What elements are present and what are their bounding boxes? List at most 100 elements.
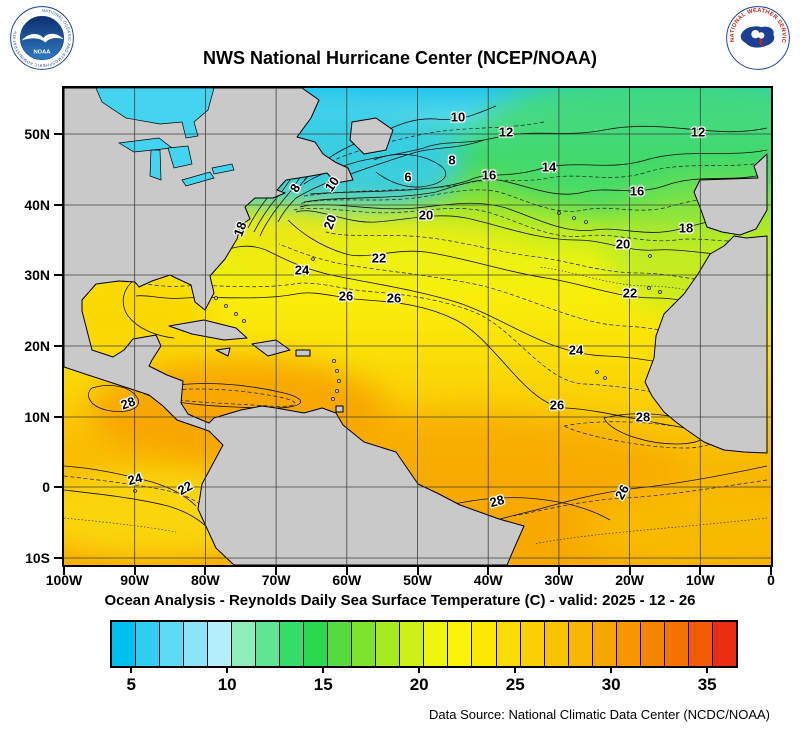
colorbar-segment: [472, 622, 497, 666]
x-axis-label: 40W: [473, 572, 503, 588]
x-axis-label: 70W: [261, 572, 291, 588]
land-masses: [64, 88, 768, 565]
colorbar-segment: [184, 622, 209, 666]
lake-ontario: [211, 163, 235, 175]
contour-label: 20: [615, 236, 631, 252]
y-axis-label: 30N: [24, 266, 50, 283]
colorbar-segment: [592, 622, 617, 666]
temperature-colorbar: [110, 620, 738, 668]
colorbar-segment: [328, 622, 353, 666]
lake-michigan: [149, 149, 162, 181]
lake-erie: [181, 171, 215, 187]
y-axis-label: 10S: [25, 549, 50, 566]
noaa-wordmark: NOAA: [34, 49, 51, 55]
contour-label: 10: [450, 109, 466, 125]
x-tick-mark: [557, 567, 560, 575]
colorbar-tick-label: 10: [217, 675, 237, 694]
y-tick-mark: [54, 556, 62, 559]
island-trinidad: [335, 405, 344, 413]
colorbar-tick-mark: [322, 666, 325, 673]
x-axis-label: 90W: [120, 572, 150, 588]
isotherms-solid: [64, 105, 768, 531]
y-axis-label: 50N: [24, 125, 50, 142]
colorbar-segment: [688, 622, 713, 666]
y-axis-label: 40N: [24, 197, 50, 213]
colorbar-segment: [544, 622, 569, 666]
colorbar-segment: [664, 622, 689, 666]
inland-waters: [95, 88, 235, 187]
island-puerto-rico: [295, 349, 311, 357]
y-axis-label: 0: [42, 479, 50, 495]
colorbar-segment: [112, 622, 137, 666]
x-tick-mark: [204, 567, 207, 575]
data-source: Data Source: National Climatic Data Cent…: [429, 707, 770, 722]
x-tick-mark: [770, 567, 772, 575]
contour-label: 16: [481, 167, 497, 183]
land-africa: [644, 235, 768, 454]
colorbar-tick-label: 20: [409, 675, 429, 694]
x-axis-label: 20W: [615, 572, 644, 588]
y-tick-mark: [54, 416, 62, 419]
colorbar-segment: [712, 622, 736, 666]
sst-map: 10 12 12 8 10 6 8 16 14 16 18 20 20 20 18 22 22 24 26 26 24 2…: [62, 86, 773, 567]
colorbar-segment: [352, 622, 377, 666]
graticule: [64, 88, 771, 565]
colorbar-segment: [496, 622, 521, 666]
contour-label: 26: [549, 397, 565, 413]
contour-label: 24: [294, 262, 310, 278]
x-axis-label: 30W: [544, 572, 574, 588]
land-iberia: [693, 153, 768, 236]
colorbar-tick-mark: [706, 666, 709, 673]
colorbar-tick-label: 15: [313, 675, 333, 694]
island-hispaniola: [251, 339, 291, 357]
y-tick-mark: [54, 486, 62, 488]
contour-label: 22: [371, 250, 387, 266]
nws-logo: NATIONAL WEATHER SERVICE: [726, 6, 790, 70]
y-tick-mark: [54, 273, 62, 276]
land-newfoundland: [349, 117, 394, 155]
contour-label: 12: [690, 124, 706, 140]
island-jamaica: [215, 347, 231, 357]
lake-huron: [167, 145, 193, 169]
colorbar-segment: [160, 622, 185, 666]
colorbar-segment: [232, 622, 257, 666]
colorbar-segment: [136, 622, 161, 666]
x-tick-mark: [133, 567, 136, 575]
nws-lightning-icon: [757, 37, 766, 48]
contour-label: 14: [541, 159, 557, 175]
x-axis-label: 60W: [332, 572, 362, 588]
noaa-logo: NATIONAL OCEANIC AND ATMOSPHERIC ADMINIS…: [10, 6, 74, 70]
hudson-bay: [95, 88, 215, 139]
colorbar-segment: [280, 622, 305, 666]
x-tick-mark: [487, 567, 490, 575]
x-tick-mark: [63, 567, 65, 575]
colorbar-segment: [568, 622, 593, 666]
x-axis-label: 10W: [685, 572, 715, 588]
island-cuba: [168, 319, 248, 341]
x-axis-label: 80W: [190, 572, 220, 588]
y-tick-mark: [54, 345, 62, 347]
colorbar-tick-mark: [226, 666, 229, 673]
y-axis-label: 10N: [24, 409, 50, 426]
map-caption: Ocean Analysis - Reynolds Daily Sea Surf…: [104, 592, 696, 609]
contour-label: 18: [678, 220, 694, 236]
nws-cloud-icon: [751, 30, 760, 39]
colorbar-tick-mark: [610, 666, 613, 673]
y-axis-label: 20N: [24, 338, 50, 354]
colorbar-segment: [640, 622, 665, 666]
contour-label: 22: [622, 285, 638, 301]
colorbar-tick-label: 25: [505, 675, 525, 694]
colorbar-segment: [376, 622, 401, 666]
colorbar-tick-mark: [514, 666, 517, 673]
sst-map-graphic: [64, 88, 771, 565]
x-tick-mark: [275, 567, 278, 575]
contour-label: 28: [635, 409, 651, 425]
colorbar-segment: [520, 622, 545, 666]
contour-label: 12: [498, 124, 514, 140]
noaa-gull-icon: [21, 33, 64, 43]
colorbar-segment: [256, 622, 281, 666]
colorbar-segment: [304, 622, 329, 666]
x-axis-label: 0: [767, 572, 775, 588]
contour-label: 8: [448, 152, 456, 168]
